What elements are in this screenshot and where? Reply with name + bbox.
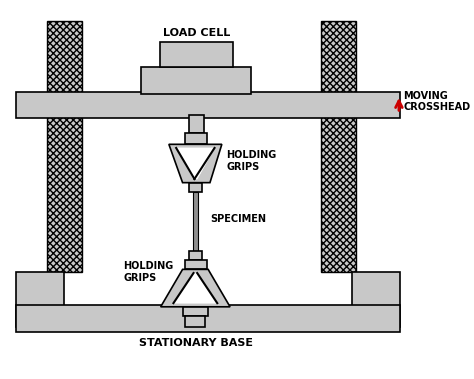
Bar [352,272,400,327]
Bar [17,272,64,327]
Polygon shape [169,144,222,183]
Bar [189,115,203,133]
Text: MOVING
CROSSHEAD: MOVING CROSSHEAD [403,91,471,112]
Bar [189,183,202,192]
Bar [192,192,198,251]
Polygon shape [176,148,215,179]
Polygon shape [161,269,230,307]
Bar [142,67,251,94]
Bar [185,260,207,269]
Bar [321,115,356,272]
Bar [185,316,205,327]
Bar [189,251,202,260]
Text: HOLDING
GRIPS: HOLDING GRIPS [123,261,173,283]
Bar [17,92,400,118]
Bar [17,305,400,332]
Bar [182,307,208,316]
Bar [47,115,82,272]
Bar [185,133,207,144]
Bar [160,42,233,67]
Bar [321,21,356,96]
Text: SPECIMEN: SPECIMEN [210,214,266,224]
Text: STATIONARY BASE: STATIONARY BASE [139,338,253,348]
Bar [47,21,82,96]
Polygon shape [173,273,217,303]
Text: LOAD CELL: LOAD CELL [163,28,230,38]
Text: HOLDING
GRIPS: HOLDING GRIPS [227,150,277,172]
